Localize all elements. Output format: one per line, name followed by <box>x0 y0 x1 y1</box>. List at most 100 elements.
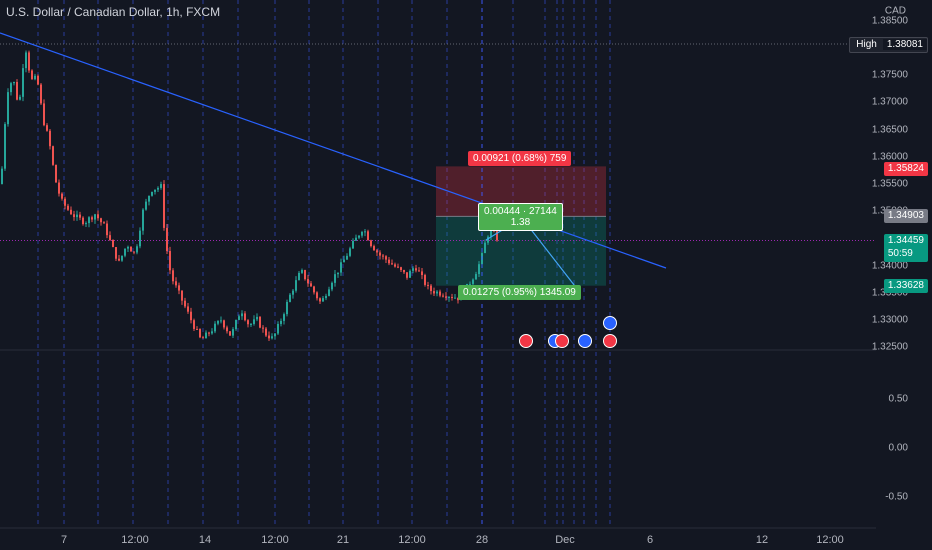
candle-body <box>415 268 417 271</box>
candle-body <box>304 270 306 280</box>
y-tick: 1.36000 <box>871 151 908 163</box>
candle-body <box>253 319 255 324</box>
candle-body <box>295 280 297 291</box>
y-tick: 1.37500 <box>871 69 908 81</box>
candle-body <box>328 289 330 296</box>
candle-body <box>217 320 219 324</box>
candle-body <box>148 195 150 202</box>
candle-body <box>406 272 408 278</box>
candle-body <box>106 223 108 236</box>
candle-body <box>94 214 96 220</box>
x-tick: 7 <box>60 534 68 546</box>
candle-body <box>280 320 282 324</box>
candle-body <box>370 240 372 247</box>
candle-body <box>364 231 366 233</box>
candle-body <box>64 198 66 206</box>
canada-event-icon[interactable] <box>555 334 569 348</box>
us-event-icon[interactable] <box>578 334 592 348</box>
candle-body <box>115 247 117 259</box>
current-price-value: 1.34459 <box>887 235 924 246</box>
candle-body <box>283 314 285 321</box>
y-tick: 1.32500 <box>871 341 908 353</box>
candle-body <box>109 235 111 241</box>
target-price-tag[interactable]: 1.33628 <box>883 279 928 293</box>
candle-body <box>355 237 357 241</box>
candle-body <box>292 290 294 295</box>
candle-body <box>184 300 186 307</box>
candle-body <box>472 279 474 284</box>
candle-body <box>322 298 324 302</box>
candle-body <box>67 205 69 210</box>
x-tick: 6 <box>646 534 654 546</box>
candle-body <box>151 191 153 196</box>
candle-body <box>331 282 333 290</box>
x-tick: 12 <box>755 534 769 546</box>
candle-body <box>133 251 135 253</box>
candle-body <box>394 264 396 267</box>
candle-body <box>223 320 225 328</box>
candle-body <box>70 209 72 215</box>
candle-body <box>103 222 105 224</box>
candle-body <box>352 240 354 249</box>
candle-body <box>226 327 228 332</box>
candle-body <box>412 268 414 271</box>
entry-price-tag[interactable]: 1.34903 <box>883 209 928 223</box>
candle-body <box>346 255 348 260</box>
stop-price-tag[interactable]: 1.35824 <box>883 162 928 176</box>
y-tick: 1.38500 <box>871 15 908 27</box>
candle-body <box>448 297 450 299</box>
high-tag[interactable]: High 1.38081 <box>849 37 928 53</box>
candle-body <box>244 313 246 321</box>
candle-body <box>76 214 78 218</box>
risk-label[interactable]: 0.00921 (0.68%) 759 <box>468 151 572 166</box>
candle-body <box>313 286 315 293</box>
reward-label[interactable]: 0.01275 (0.95%) 1345.09 <box>458 285 581 300</box>
candle-body <box>358 235 360 238</box>
candle-body <box>229 331 231 336</box>
candle-body <box>118 258 120 261</box>
canada-event-icon[interactable] <box>603 334 617 348</box>
candle-body <box>49 130 51 147</box>
current-price-tag[interactable]: 1.34459 50:59 <box>883 234 928 262</box>
candle-body <box>391 263 393 265</box>
candle-body <box>232 329 234 336</box>
candle-body <box>199 329 201 338</box>
candle-body <box>208 332 210 334</box>
candle-body <box>61 193 63 199</box>
candle-body <box>340 262 342 273</box>
candle-body <box>85 223 87 225</box>
mid-label[interactable]: 0.00444 · 27144 1.38 <box>478 203 563 231</box>
x-tick: Dec <box>555 534 575 546</box>
candle-body <box>58 182 60 194</box>
candle-body <box>169 251 171 271</box>
candle-body <box>121 255 123 261</box>
candle-body <box>343 259 345 263</box>
canada-event-icon[interactable] <box>519 334 533 348</box>
y-tick: -0.50 <box>885 491 908 503</box>
candle-body <box>361 231 363 236</box>
candle-body <box>397 266 399 268</box>
candle-body <box>79 214 81 218</box>
candle-body <box>193 320 195 329</box>
candle-body <box>421 271 423 276</box>
candle-body <box>88 217 90 224</box>
high-tag-value: 1.38081 <box>882 39 927 50</box>
us-event-icon[interactable] <box>603 316 617 330</box>
candles-layer <box>1 50 498 342</box>
candle-body <box>250 323 252 325</box>
candle-body <box>235 319 237 330</box>
candle-body <box>490 228 492 237</box>
candle-body <box>211 331 213 334</box>
candle-body <box>145 201 147 210</box>
candle-body <box>436 291 438 294</box>
currency-label: CAD <box>884 5 906 17</box>
candle-body <box>433 291 435 294</box>
symbol-title[interactable]: U.S. Dollar / Canadian Dollar, 1h, FXCM <box>6 5 221 19</box>
candle-body <box>319 298 321 302</box>
candle-body <box>451 297 453 299</box>
candle-body <box>220 320 222 322</box>
candle-body <box>73 214 75 218</box>
candle-body <box>487 236 489 243</box>
candle-body <box>376 250 378 253</box>
